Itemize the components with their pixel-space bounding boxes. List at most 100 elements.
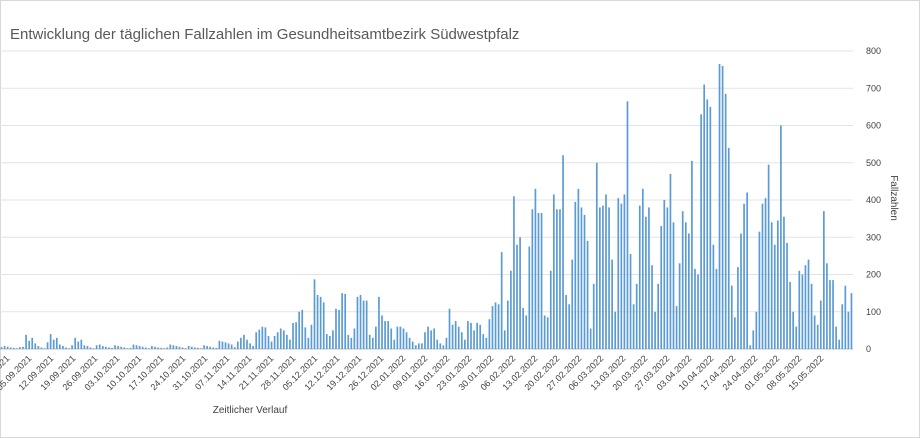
bar: [163, 348, 165, 349]
bar: [83, 345, 86, 349]
bar: [335, 308, 337, 349]
bar: [203, 345, 205, 349]
bar: [743, 203, 745, 349]
bar: [657, 283, 660, 349]
bar: [92, 348, 95, 349]
bar: [151, 346, 153, 349]
bar: [476, 322, 478, 349]
bar: [414, 345, 417, 349]
bar: [528, 246, 531, 349]
bar: [635, 283, 638, 349]
bar: [614, 311, 617, 349]
bar: [411, 341, 414, 349]
bar: [286, 334, 288, 349]
bar: [773, 244, 776, 349]
bar: [430, 330, 432, 350]
bar: [135, 345, 138, 349]
bar: [829, 280, 831, 349]
bar: [792, 311, 795, 349]
y-tick-label: 300: [866, 232, 881, 242]
bar: [194, 347, 196, 349]
bar: [678, 263, 681, 349]
bar: [347, 334, 350, 349]
bar: [623, 194, 626, 349]
bar: [258, 329, 261, 349]
bar: [89, 347, 92, 349]
bar: [442, 345, 445, 349]
bar: [55, 337, 58, 349]
bar: [58, 344, 61, 349]
bar: [549, 270, 552, 349]
y-axis-ticks: 0 100 200 300 400 500 600 700 800: [866, 46, 881, 354]
bar: [368, 334, 371, 349]
bar: [522, 308, 524, 349]
bar: [823, 211, 825, 349]
bar: [95, 345, 98, 349]
bar: [313, 279, 316, 349]
bar: [187, 346, 190, 349]
bar: [65, 347, 67, 349]
bar: [734, 317, 736, 349]
bar: [488, 319, 491, 349]
bar: [580, 207, 583, 349]
bar: [589, 328, 592, 349]
bar: [675, 306, 678, 349]
bar: [40, 347, 43, 349]
bar: [752, 330, 755, 350]
bar: [543, 315, 546, 349]
bar: [697, 274, 699, 349]
bar: [746, 192, 748, 349]
bar: [28, 340, 30, 349]
bar: [770, 222, 773, 349]
bar: [295, 322, 297, 349]
bar: [246, 339, 248, 349]
bar: [126, 348, 129, 349]
bar: [129, 347, 132, 349]
bar: [384, 321, 386, 349]
bar: [243, 334, 245, 349]
bar: [497, 304, 500, 349]
bar: [12, 347, 15, 349]
bar: [298, 311, 301, 349]
bar: [184, 348, 187, 349]
bar: [721, 65, 724, 350]
bar: [255, 332, 258, 349]
bar: [552, 194, 555, 349]
bar: [43, 348, 46, 349]
bar: [46, 342, 49, 349]
bar: [178, 346, 181, 349]
bar: [605, 194, 607, 349]
bar: [516, 244, 518, 349]
bar: [513, 196, 515, 349]
bar: [393, 339, 396, 349]
bar: [25, 334, 27, 349]
bar: [767, 164, 770, 349]
bar: [289, 339, 291, 349]
bar: [325, 334, 328, 349]
bar: [144, 347, 147, 349]
bar: [663, 200, 666, 349]
bar: [273, 335, 276, 349]
bar: [141, 346, 144, 349]
bar: [439, 343, 442, 349]
bar: [49, 334, 52, 349]
bar: [602, 205, 604, 349]
bar: [52, 339, 55, 349]
bar: [712, 244, 715, 349]
bar: [804, 265, 807, 349]
y-axis-label: Fallzahlen: [888, 175, 899, 221]
bar: [371, 337, 374, 349]
bar: [684, 222, 687, 349]
bar: [546, 317, 549, 349]
bar: [172, 345, 175, 349]
bar: [270, 341, 273, 349]
bar: [147, 348, 150, 349]
bar: [105, 346, 107, 349]
bar: [451, 324, 454, 349]
bar: [279, 328, 282, 349]
bar: [353, 328, 356, 349]
x-axis-ticks: 202105.09.202112.09.202119.09.202126.09.…: [0, 353, 825, 392]
bar: [22, 346, 24, 349]
bar: [34, 343, 37, 349]
y-tick-label: 600: [866, 121, 881, 131]
